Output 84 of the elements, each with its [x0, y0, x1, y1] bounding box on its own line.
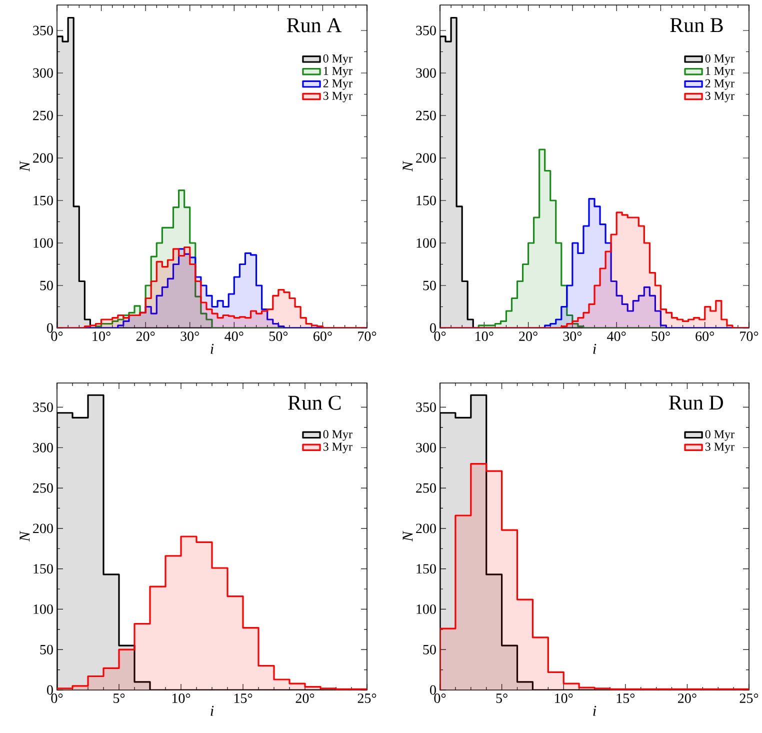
x-tick-label: 10° [555, 694, 573, 703]
x-tick-label: 5° [496, 694, 508, 703]
x-tick-label: 0° [51, 694, 63, 703]
y-tick-label: 100 [34, 238, 53, 248]
y-tick-label: 200 [416, 153, 436, 163]
y-tick-label: 50 [40, 280, 53, 290]
y-tick-label: 100 [34, 604, 53, 614]
y-tick-label: 200 [33, 153, 53, 163]
y-tick-label: 300 [33, 68, 53, 78]
y-tick-label: 0 [47, 323, 53, 333]
x-tick-label: 15° [616, 694, 635, 703]
x-axis-title: i [593, 344, 596, 354]
y-tick-label: 150 [34, 196, 53, 206]
x-tick-label: 70° [740, 332, 758, 341]
y-axis-title: N [402, 530, 413, 542]
legend-label: 0 Myr [323, 430, 352, 441]
y-tick-label: 300 [33, 442, 53, 452]
x-tick-label: 20° [296, 694, 314, 703]
x-axis-title: i [210, 344, 214, 354]
y-tick-label: 0 [47, 685, 53, 695]
chart-title: Run D [669, 396, 723, 410]
y-axis-title: N [20, 160, 30, 172]
x-tick-label: 10° [172, 694, 190, 703]
legend-label: 1 Myr [324, 66, 352, 78]
x-tick-label: 50° [269, 332, 288, 341]
x-tick-label: 70° [358, 332, 376, 341]
x-tick-label: 5° [114, 694, 125, 703]
chart-title: Run A [286, 18, 342, 32]
x-tick-label: 30° [563, 332, 582, 341]
y-tick-label: 350 [33, 402, 53, 412]
x-tick-label: 10° [476, 332, 494, 341]
y-tick-label: 350 [416, 26, 436, 36]
y-tick-label: 200 [33, 524, 53, 534]
x-tick-label: 20° [678, 694, 696, 703]
y-tick-label: 100 [416, 238, 436, 248]
y-tick-label: 300 [416, 68, 436, 78]
y-tick-label: 100 [416, 604, 436, 614]
x-tick-label: 25° [740, 694, 758, 703]
legend-label: 1 Myr [706, 66, 734, 78]
legend-label: 0 Myr [323, 54, 352, 65]
x-tick-label: 10° [92, 332, 110, 341]
y-tick-label: 50 [423, 644, 436, 654]
x-tick-label: 25° [358, 694, 376, 703]
legend-label: 3 Myr [705, 92, 734, 102]
y-tick-label: 250 [33, 110, 53, 120]
chart-title: Run B [670, 18, 723, 32]
legend-label: 3 Myr [705, 442, 734, 454]
x-tick-label: 60° [314, 332, 332, 341]
x-axis-title: i [210, 706, 214, 716]
y-tick-label: 150 [34, 564, 53, 574]
y-tick-label: 150 [416, 196, 436, 206]
y-tick-label: 200 [416, 524, 436, 534]
y-tick-label: 350 [33, 26, 53, 36]
legend-label: 2 Myr [705, 79, 734, 90]
x-tick-label: 15° [234, 694, 252, 703]
y-tick-label: 300 [416, 442, 436, 452]
x-tick-label: 50° [652, 332, 670, 341]
legend-label: 0 Myr [705, 430, 734, 441]
legend-label: 2 Myr [323, 79, 352, 90]
y-axis-title: N [20, 530, 30, 542]
x-tick-label: 40° [224, 332, 244, 341]
y-tick-label: 250 [416, 483, 436, 493]
x-tick-label: 20° [136, 332, 155, 341]
x-tick-label: 0° [434, 694, 446, 703]
y-tick-label: 0 [430, 323, 436, 333]
y-tick-label: 150 [416, 564, 436, 574]
x-axis-title: i [593, 706, 596, 716]
legend-label: 0 Myr [705, 54, 734, 65]
legend-label: 3 Myr [323, 442, 352, 454]
x-tick-label: 40° [607, 332, 626, 341]
y-tick-label: 0 [430, 685, 436, 695]
x-tick-label: 30° [180, 332, 199, 341]
legend-label: 3 Myr [323, 92, 352, 102]
x-tick-label: 0° [434, 332, 446, 341]
y-tick-label: 250 [33, 483, 53, 493]
x-tick-label: 0° [51, 332, 63, 341]
chart-title: Run C [288, 396, 341, 410]
y-tick-label: 50 [423, 280, 436, 290]
y-axis-title: N [402, 160, 413, 172]
x-tick-label: 60° [696, 332, 714, 341]
y-tick-label: 50 [40, 644, 53, 654]
x-tick-label: 20° [519, 332, 538, 341]
y-tick-label: 350 [416, 402, 436, 412]
y-tick-label: 250 [416, 110, 436, 120]
